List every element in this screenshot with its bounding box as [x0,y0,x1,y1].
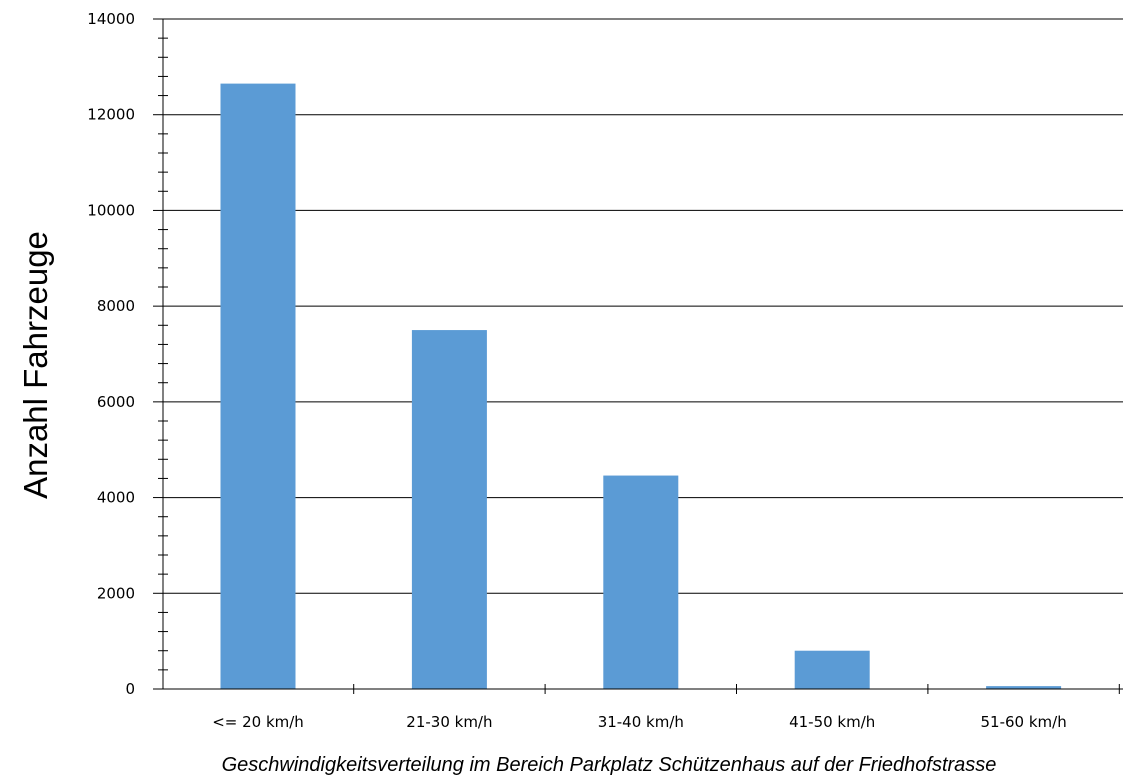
x-tick-label: 41-50 km/h [789,713,875,731]
y-tick-label: 4000 [97,489,135,507]
axes [153,18,1123,694]
y-tick-labels: 0 2000 4000 6000 8000 10000 12000 14000 [87,10,135,698]
bar [603,475,679,689]
y-tick-label: 8000 [97,297,135,315]
y-tick-label: 0 [125,680,135,698]
x-axis-label: Geschwindigkeitsverteilung im Bereich Pa… [222,754,997,776]
x-tick-labels: <= 20 km/h 21-30 km/h 31-40 km/h 41-50 km/h… [212,713,1067,731]
x-tick-label: 21-30 km/h [406,713,492,731]
y-axis-label: Anzahl Fahrzeuge [17,231,54,499]
gridlines [163,18,1123,594]
y-tick-label: 10000 [87,201,135,219]
bar [220,83,296,690]
bar [794,650,870,689]
y-tick-label: 12000 [87,106,135,124]
bar [411,330,487,689]
x-tick-label: <= 20 km/h [212,713,304,731]
bars [220,83,1062,690]
y-tick-label: 14000 [87,10,135,28]
x-tick-label: 31-40 km/h [598,713,684,731]
bar [986,686,1062,689]
y-tick-label: 2000 [97,584,135,602]
y-tick-label: 6000 [97,393,135,411]
x-tick-label: 51-60 km/h [980,713,1066,731]
